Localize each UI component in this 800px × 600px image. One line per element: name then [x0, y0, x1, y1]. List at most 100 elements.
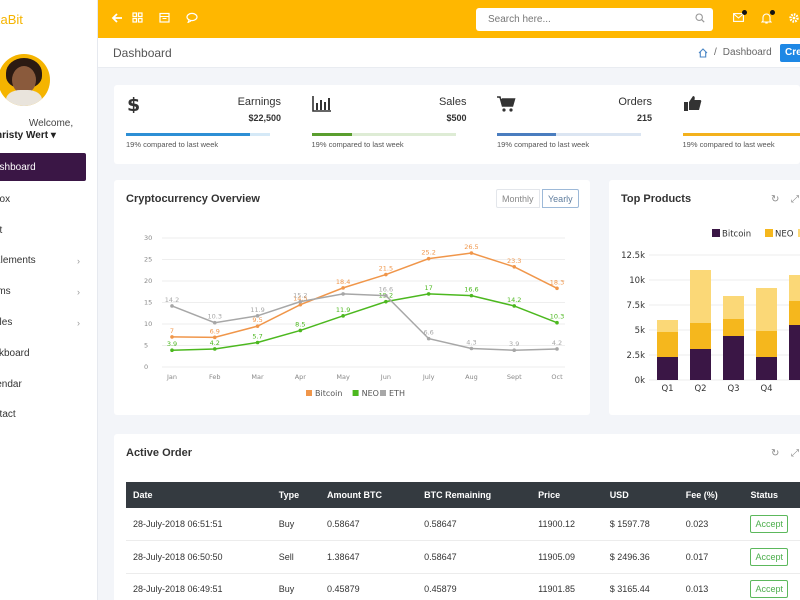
data-point[interactable]: [469, 251, 474, 255]
data-point[interactable]: [212, 347, 217, 351]
data-point[interactable]: [426, 256, 431, 261]
bar-segment[interactable]: [657, 332, 678, 357]
accept-button[interactable]: Accept: [750, 580, 788, 599]
expand-icon[interactable]: ⤢: [791, 194, 799, 205]
data-point[interactable]: [512, 304, 517, 308]
legend-label[interactable]: Bitcoin: [722, 230, 751, 240]
bar-segment[interactable]: [690, 270, 711, 323]
data-point[interactable]: [426, 292, 431, 296]
sidebar-item-1[interactable]: box: [0, 184, 97, 215]
brand-logo[interactable]: xaBit: [0, 12, 23, 27]
bar-segment[interactable]: [756, 288, 777, 331]
stat-progress: [682, 133, 800, 136]
mail-icon[interactable]: [731, 10, 747, 26]
table-row[interactable]: 28-July-2018 06:49:51 Buy 0.45879 0.45879 11…: [126, 573, 800, 600]
bar-segment[interactable]: [657, 320, 678, 332]
data-point[interactable]: [255, 314, 260, 318]
bar-segment[interactable]: [756, 357, 777, 380]
thumbs-up-icon: [683, 96, 701, 111]
sidebar-item-8[interactable]: ntact: [0, 400, 97, 431]
legend-label[interactable]: Bitcoin: [315, 389, 342, 398]
data-point[interactable]: [212, 320, 217, 325]
data-point[interactable]: [170, 335, 174, 339]
sidebar-item-7[interactable]: lendar: [0, 369, 97, 400]
data-point[interactable]: [298, 302, 303, 307]
bar-segment[interactable]: [657, 357, 678, 380]
data-point[interactable]: [170, 348, 174, 353]
refresh-icon[interactable]: ↻: [771, 448, 780, 459]
avatar[interactable]: [0, 54, 50, 106]
sidebar-item-0[interactable]: ashboard: [0, 153, 86, 181]
bar-segment[interactable]: [723, 296, 744, 319]
data-point[interactable]: [341, 292, 345, 296]
accept-button[interactable]: Accept: [750, 547, 788, 566]
back-arrow-icon[interactable]: [110, 12, 124, 26]
sidebar-item-3[interactable]: Elements ›: [0, 246, 97, 277]
sidebar-item-2[interactable]: at: [0, 215, 97, 246]
data-point[interactable]: [555, 347, 559, 351]
user-menu[interactable]: hristy Wert ▾: [0, 130, 56, 141]
column-header[interactable]: Fee (%): [678, 482, 744, 508]
grid-icon[interactable]: [130, 12, 144, 26]
data-point[interactable]: [384, 299, 388, 304]
calendar-icon[interactable]: [157, 12, 171, 26]
sidebar-item-6[interactable]: skboard: [0, 338, 97, 369]
legend-label[interactable]: ETH: [389, 389, 405, 398]
bar-segment[interactable]: [723, 336, 744, 380]
bar-segment[interactable]: [723, 319, 744, 336]
data-point[interactable]: [555, 320, 559, 325]
chat-icon[interactable]: [185, 12, 199, 26]
expand-icon[interactable]: ⤢: [791, 448, 799, 459]
bar-segment[interactable]: [756, 331, 777, 357]
table-row[interactable]: 28-July-2018 06:51:51 Buy 0.58647 0.58647 11…: [126, 508, 800, 541]
monthly-toggle[interactable]: Monthly: [496, 189, 540, 208]
refresh-icon[interactable]: ↻: [771, 194, 780, 205]
column-header[interactable]: Date: [126, 482, 272, 508]
table-cell: 0.45879: [320, 573, 418, 600]
data-point[interactable]: [469, 346, 474, 351]
data-point[interactable]: [384, 272, 388, 277]
accept-button[interactable]: Accept: [750, 515, 788, 533]
table-cell: $ 2496.36: [602, 540, 679, 574]
legend-label[interactable]: NEO: [362, 389, 379, 398]
search-icon[interactable]: [695, 13, 705, 23]
bell-icon[interactable]: [759, 10, 775, 26]
data-point[interactable]: [212, 335, 217, 340]
bar-segment[interactable]: [789, 275, 800, 301]
search-input[interactable]: [476, 8, 676, 31]
table-row[interactable]: 28-July-2018 06:50:50 Sell 1.38647 0.58647 1…: [126, 540, 800, 574]
column-header[interactable]: Price: [531, 482, 603, 508]
data-point[interactable]: [512, 348, 517, 353]
bar-segment[interactable]: [789, 325, 800, 380]
data-point[interactable]: [298, 328, 303, 333]
data-point[interactable]: [255, 324, 260, 328]
data-point[interactable]: [170, 304, 174, 308]
sidebar-item-5[interactable]: bles ›: [0, 307, 97, 338]
bar-segment[interactable]: [789, 301, 800, 325]
create-button[interactable]: Cre: [780, 44, 800, 62]
sidebar-item-4[interactable]: rms ›: [0, 276, 97, 307]
data-point[interactable]: [298, 299, 303, 304]
yearly-toggle[interactable]: Yearly: [542, 189, 579, 208]
column-header[interactable]: Amount BTC: [320, 482, 418, 508]
data-point[interactable]: [512, 265, 517, 269]
data-point[interactable]: [469, 293, 474, 298]
x-tick-label: Aug: [465, 373, 478, 381]
bar-segment[interactable]: [690, 323, 711, 349]
table-cell: 28-July-2018 06:51:51: [126, 508, 272, 541]
legend-label[interactable]: NEO: [775, 230, 794, 240]
data-point[interactable]: [341, 314, 345, 318]
gear-icon[interactable]: [787, 12, 800, 26]
column-header[interactable]: BTC Remaining: [417, 482, 532, 508]
data-point[interactable]: [255, 340, 260, 345]
data-point[interactable]: [341, 286, 345, 290]
data-point[interactable]: [555, 286, 559, 291]
home-icon[interactable]: [698, 47, 708, 58]
bar-segment[interactable]: [690, 349, 711, 380]
column-header[interactable]: USD: [602, 482, 679, 508]
data-point[interactable]: [384, 293, 388, 298]
search-box[interactable]: [476, 8, 713, 31]
column-header[interactable]: Status: [743, 482, 800, 508]
data-point[interactable]: [426, 336, 431, 341]
column-header[interactable]: Type: [271, 482, 321, 508]
